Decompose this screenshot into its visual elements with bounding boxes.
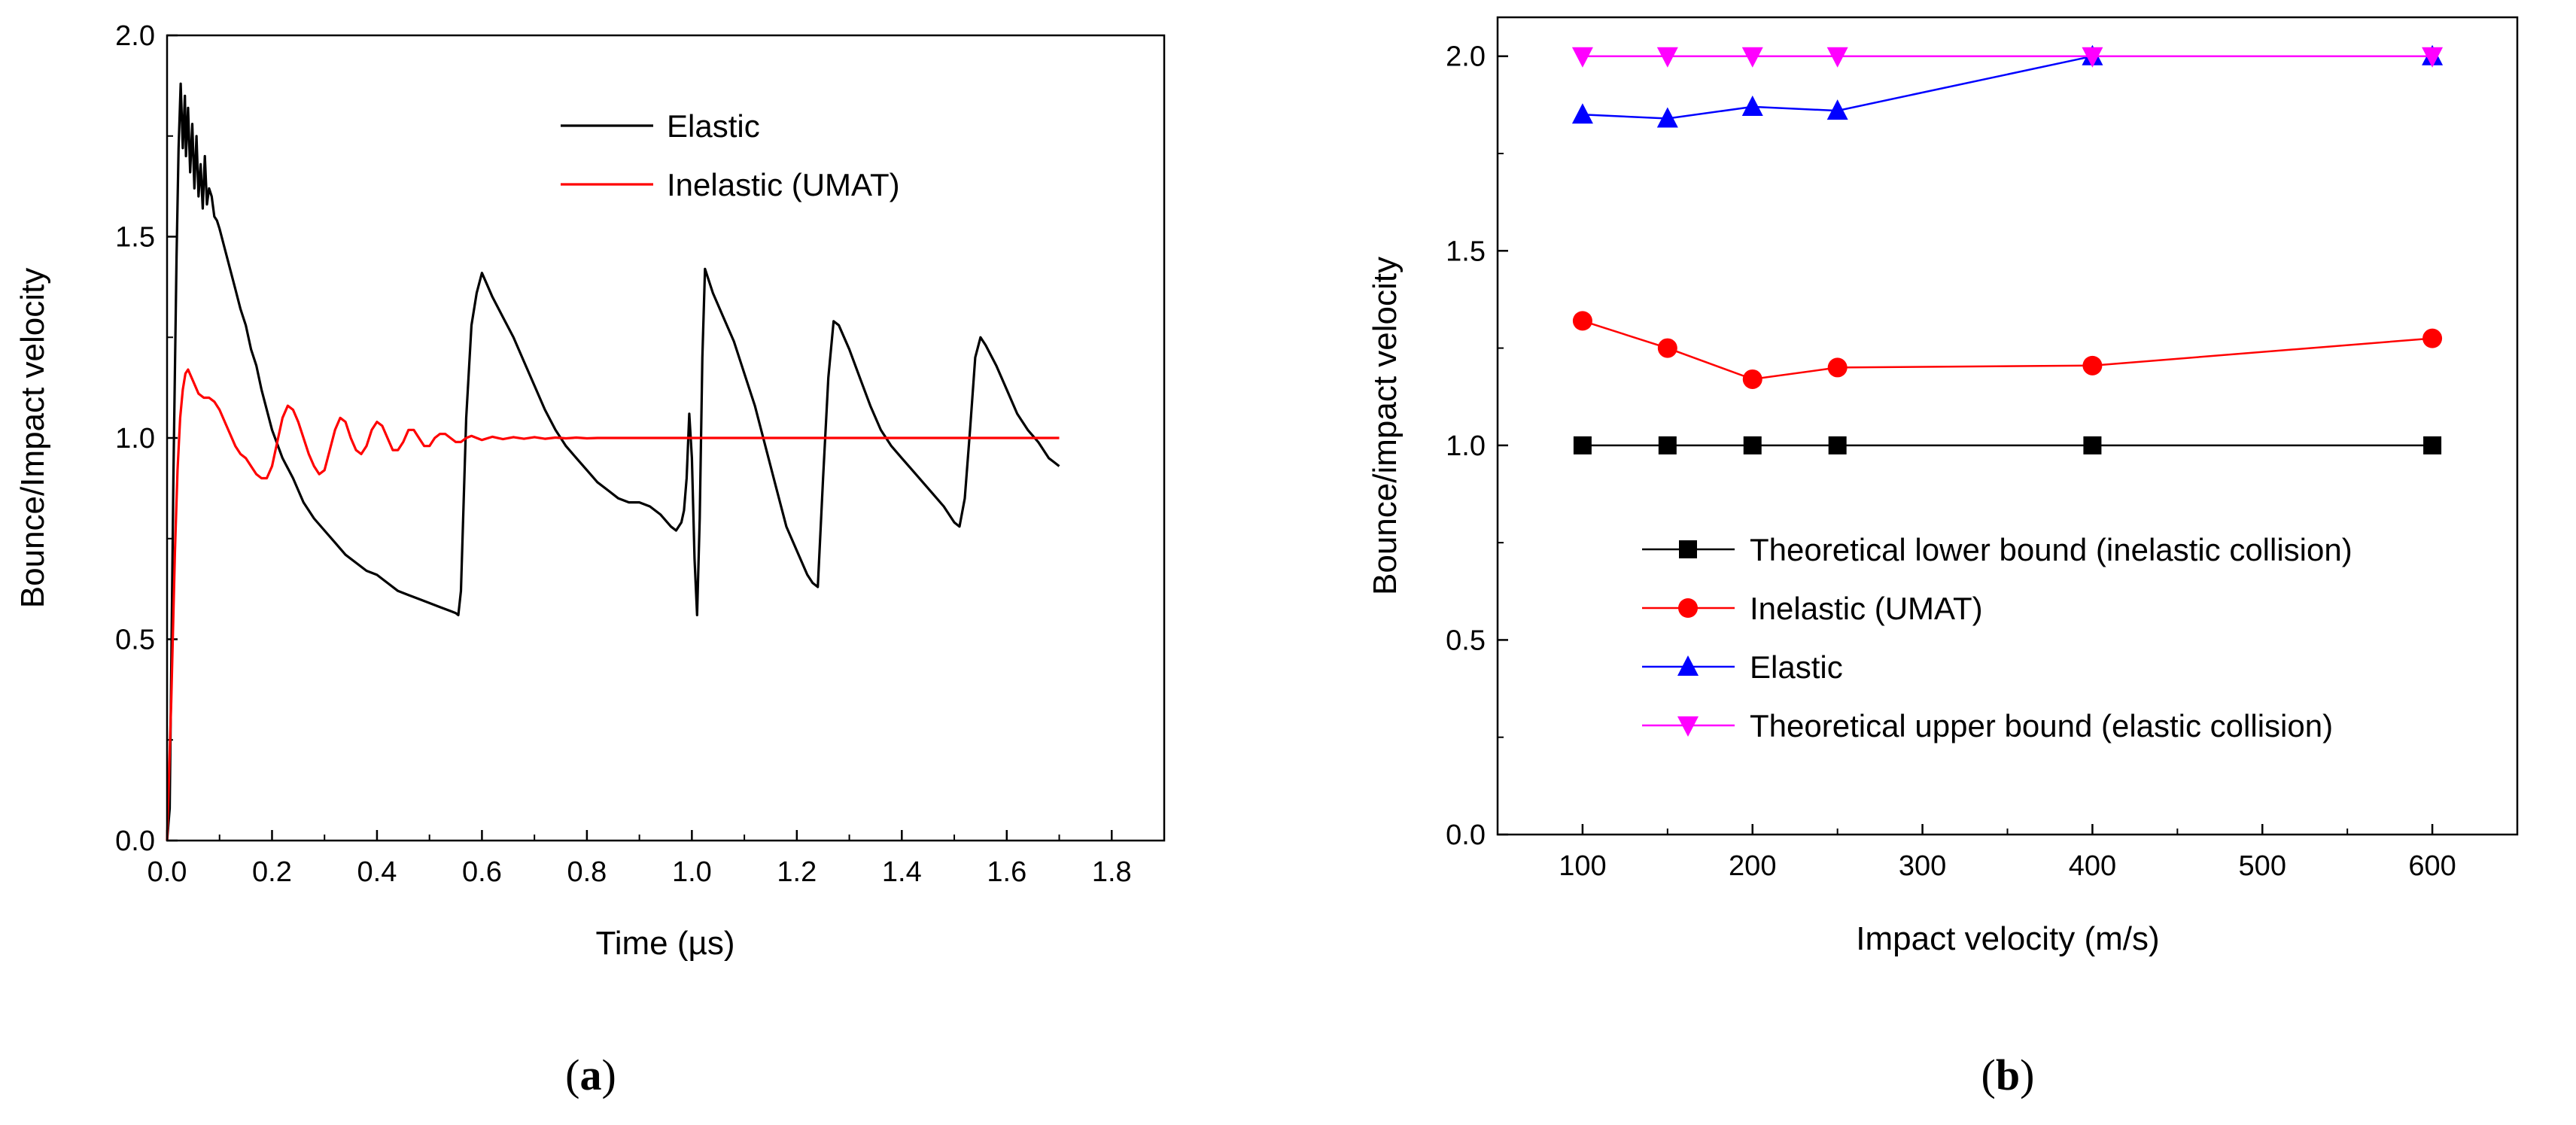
chart-b-y-tick-labels: 0.0 0.5 1.0 1.5 2.0 — [1446, 41, 1486, 851]
chart-b-series-elastic — [1571, 44, 2444, 128]
chart-b-x-tick-label: 400 — [2069, 850, 2116, 882]
chart-b-line-inelastic-umat — [1582, 320, 2433, 381]
chart-b-x-axis-label: Impact velocity (m/s) — [1856, 920, 2159, 957]
chart-a-y-tick-labels: 0.0 0.5 1.0 1.5 2.0 — [115, 20, 155, 857]
chart-b-point-lower-bound — [1743, 436, 1762, 455]
chart-b-ticks — [1498, 55, 2434, 836]
chart-a-y-tick-label: 2.0 — [115, 20, 155, 52]
chart-b-x-tick-label: 500 — [2239, 850, 2286, 882]
chart-b-point-lower-bound — [1573, 436, 1592, 455]
chart-a-y-tick-label: 0.5 — [115, 625, 155, 656]
chart-b-point-upper-bound — [1571, 47, 1593, 68]
legend-b-label-inelastic-umat: Inelastic (UMAT) — [1750, 591, 1983, 626]
chart-b-point-elastic — [1826, 99, 1848, 120]
chart-b-legend: Theoretical lower bound (inelastic colli… — [1642, 532, 2352, 743]
chart-b-y-axis-label: Bounce/impact velocity — [1367, 257, 1404, 595]
chart-b-series-lower-bound — [1573, 436, 2442, 455]
chart-b-point-inelastic-umat — [1827, 357, 1848, 378]
chart-b-point-inelastic-umat — [2422, 328, 2443, 348]
chart-b-y-tick-label: 0.5 — [1446, 625, 1486, 656]
chart-b-plot-area — [1571, 44, 2444, 455]
chart-panel-a: 0.0 0.2 0.4 0.6 0.8 1.0 1.2 1.4 1.6 1.8 0.0 0.5 1.0… — [14, 20, 1166, 1099]
chart-a-x-tick-labels: 0.0 0.2 0.4 0.6 0.8 1.0 1.2 1.4 1.6 1.8 — [148, 856, 1132, 888]
chart-b-series-inelastic-umat — [1572, 311, 2443, 389]
chart-a-panel-letter: a — [580, 1051, 602, 1099]
legend-b-marker-upper-bound — [1677, 716, 1699, 737]
chart-a-panel-label: (a) — [565, 1051, 616, 1099]
chart-b-point-inelastic-umat — [2082, 355, 2103, 376]
legend-b-label-elastic: Elastic — [1750, 649, 1843, 685]
chart-a-x-tick-label: 1.4 — [882, 856, 922, 888]
chart-b-frame — [1496, 16, 2519, 836]
chart-b-y-tick-label: 0.0 — [1446, 819, 1486, 851]
chart-b-point-upper-bound — [1741, 47, 1763, 68]
chart-b-x-tick-label: 300 — [1899, 850, 1946, 882]
chart-a-series-elastic — [166, 82, 1060, 841]
chart-b-line-elastic — [1582, 55, 2433, 120]
chart-b-point-lower-bound — [1658, 436, 1677, 455]
chart-b-point-elastic — [1741, 95, 1763, 116]
chart-a-x-tick-label: 1.8 — [1092, 856, 1132, 888]
chart-b-panel-label: (b) — [1981, 1051, 2035, 1099]
chart-b-point-elastic — [1656, 107, 1678, 128]
chart-a-x-tick-label: 0.6 — [462, 856, 502, 888]
chart-b-point-elastic — [1571, 103, 1593, 124]
chart-b-point-lower-bound — [1828, 436, 1847, 455]
chart-a-x-tick-label: 0.2 — [252, 856, 292, 888]
chart-b-y-tick-label: 1.0 — [1446, 430, 1486, 462]
chart-a-x-tick-label: 1.0 — [672, 856, 712, 888]
chart-a-series-inelastic-umat — [166, 368, 1060, 841]
legend-b-marker-lower-bound — [1679, 540, 1697, 558]
chart-b-point-lower-bound — [2083, 436, 2102, 455]
chart-b-point-upper-bound — [1656, 47, 1678, 68]
chart-a-y-tick-label: 1.0 — [115, 423, 155, 455]
chart-a-y-tick-label: 1.5 — [115, 222, 155, 254]
legend-b-label-upper-bound: Theoretical upper bound (elastic collisi… — [1750, 708, 2333, 743]
chart-b-y-tick-label: 1.5 — [1446, 236, 1486, 267]
chart-a-y-axis-label: Bounce/Impact velocity — [14, 268, 51, 608]
chart-b-x-tick-label: 200 — [1729, 850, 1776, 882]
chart-a-plot-area — [166, 82, 1060, 841]
legend-b-label-lower-bound: Theoretical lower bound (inelastic colli… — [1750, 532, 2352, 567]
chart-a-x-tick-label: 1.6 — [987, 856, 1026, 888]
chart-b-point-lower-bound — [2423, 436, 2442, 455]
chart-b-point-inelastic-umat — [1657, 338, 1677, 358]
legend-a-label-inelastic-umat: Inelastic (UMAT) — [667, 167, 900, 202]
legend-b-marker-elastic — [1677, 655, 1699, 676]
chart-a-x-tick-label: 0.0 — [148, 856, 187, 888]
legend-b-marker-inelastic-umat — [1678, 598, 1698, 618]
chart-a-x-tick-label: 0.4 — [357, 856, 397, 888]
chart-b-x-tick-label: 600 — [2408, 850, 2456, 882]
chart-a-legend: Elastic Inelastic (UMAT) — [561, 108, 900, 202]
chart-a-x-tick-label: 1.2 — [777, 856, 817, 888]
chart-a-x-axis-label: Time (µs) — [595, 925, 734, 962]
chart-b-panel-letter: b — [1996, 1051, 2020, 1099]
chart-a-y-tick-label: 0.0 — [115, 826, 155, 857]
chart-b-series-upper-bound — [1571, 47, 2444, 68]
chart-b-point-inelastic-umat — [1572, 311, 1592, 331]
chart-b-x-tick-label: 100 — [1559, 850, 1606, 882]
chart-a-frame — [166, 34, 1166, 842]
chart-panel-b: 100 200 300 400 500 600 0.0 0.5 1.0 1.5 2.0 Impac… — [1367, 16, 2519, 1099]
chart-b-point-inelastic-umat — [1742, 369, 1762, 389]
chart-b-x-tick-labels: 100 200 300 400 500 600 — [1559, 850, 2456, 882]
chart-b-point-upper-bound — [2082, 47, 2103, 68]
chart-b-y-tick-label: 2.0 — [1446, 41, 1486, 73]
chart-a-x-tick-label: 0.8 — [567, 856, 607, 888]
chart-b-point-upper-bound — [1826, 47, 1848, 68]
chart-b-point-upper-bound — [2422, 47, 2444, 68]
legend-a-label-elastic: Elastic — [667, 108, 760, 144]
